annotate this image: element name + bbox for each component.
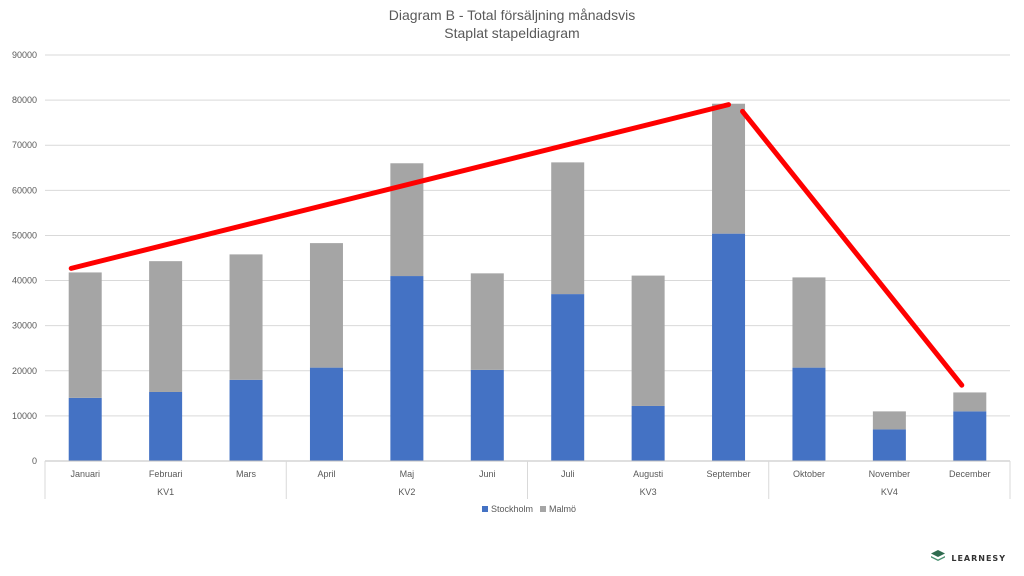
bar-malmö-januari [68, 272, 102, 398]
x-tick-label-3: April [317, 469, 335, 479]
bars [68, 103, 987, 461]
bar-stockholm-mars [229, 379, 263, 461]
y-tick-label-5: 50000 [12, 230, 37, 240]
trend-line-2 [740, 108, 965, 388]
bar-malmö-december [953, 392, 987, 412]
y-tick-label-2: 20000 [12, 366, 37, 376]
x-tick-label-4: Maj [400, 469, 415, 479]
x-tick-label-6: Juli [561, 469, 575, 479]
bar-stockholm-juni [470, 369, 504, 461]
x-tick-label-8: September [707, 469, 751, 479]
y-tick-label-6: 60000 [12, 185, 37, 195]
x-tick-label-5: Juni [479, 469, 496, 479]
bar-malmö-juli [551, 162, 585, 295]
bar-stockholm-juli [551, 294, 585, 461]
y-tick-label-0: 0 [32, 456, 37, 466]
bar-malmö-april [309, 243, 343, 368]
gridlines [45, 54, 1010, 417]
bar-stockholm-december [953, 411, 987, 461]
annotation-lines [68, 102, 965, 388]
bar-stockholm-april [309, 367, 343, 461]
legend-label-malmö: Malmö [549, 504, 576, 514]
x-tick-label-7: Augusti [633, 469, 663, 479]
bar-malmö-september [712, 103, 746, 234]
chart-subtitle: Staplat stapeldiagram [444, 25, 579, 41]
group-label-kv3: KV3 [640, 487, 657, 497]
y-tick-label-9: 90000 [12, 50, 37, 60]
group-label-kv4: KV4 [881, 487, 898, 497]
layers-icon [930, 549, 946, 568]
legend: Stockholm Malmö [482, 504, 576, 514]
bar-malmö-februari [149, 261, 183, 392]
y-tick-label-4: 40000 [12, 276, 37, 286]
x-tick-label-10: November [869, 469, 911, 479]
bar-malmö-mars [229, 254, 263, 380]
group-label-kv1: KV1 [157, 487, 174, 497]
bar-malmö-augusti [631, 275, 665, 406]
x-tick-label-2: Mars [236, 469, 256, 479]
bar-malmö-november [872, 411, 906, 430]
legend-swatch-stockholm [482, 506, 488, 512]
bar-malmö-oktober [792, 277, 826, 368]
bar-stockholm-november [872, 429, 906, 461]
bar-stockholm-augusti [631, 405, 665, 461]
group-label-kv2: KV2 [398, 487, 415, 497]
learnesy-logo: LEARNESY [930, 549, 1006, 568]
y-tick-label-7: 70000 [12, 140, 37, 150]
y-tick-label-8: 80000 [12, 95, 37, 105]
x-tick-label-1: Februari [149, 469, 183, 479]
y-tick-label-1: 10000 [12, 411, 37, 421]
bar-stockholm-januari [68, 397, 102, 461]
bar-stockholm-september [712, 233, 746, 461]
x-tick-label-11: December [949, 469, 991, 479]
x-tick-label-9: Oktober [793, 469, 825, 479]
bar-stockholm-maj [390, 276, 424, 461]
chart-title: Diagram B - Total försäljning månadsvis [389, 7, 635, 23]
x-tick-label-0: Januari [70, 469, 100, 479]
y-axis: 0 10000 20000 30000 40000 50000 60000 70000 8000… [12, 50, 37, 466]
trend-line-1 [68, 102, 732, 271]
legend-swatch-malmö [540, 506, 546, 512]
bar-malmö-juni [470, 273, 504, 370]
legend-label-stockholm: Stockholm [491, 504, 533, 514]
bar-stockholm-februari [149, 391, 183, 461]
logo-text: LEARNESY [951, 554, 1006, 563]
y-tick-label-3: 30000 [12, 321, 37, 331]
bar-stockholm-oktober [792, 367, 826, 461]
x-axis: Januari Februari Mars April Maj Juni Juli Augus… [44, 460, 1011, 499]
